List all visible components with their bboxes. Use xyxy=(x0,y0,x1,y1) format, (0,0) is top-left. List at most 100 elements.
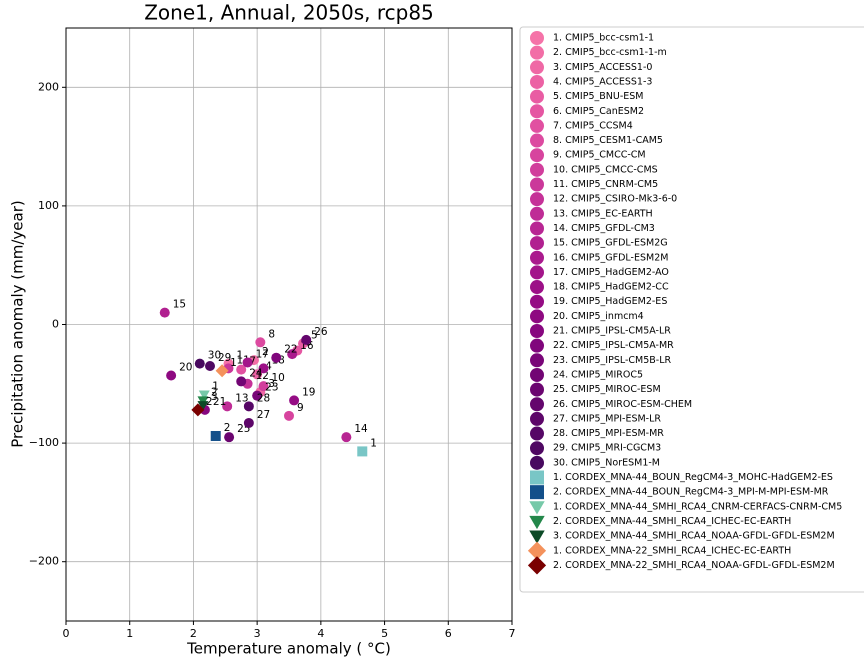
legend-label: 29. CMIP5_MRI-CGCM3 xyxy=(553,443,661,454)
point xyxy=(236,376,247,387)
point-label: 14 xyxy=(354,423,368,435)
y-tick-label: −100 xyxy=(29,436,59,449)
point-label: 22 xyxy=(284,344,297,356)
point-label: 29 xyxy=(218,352,231,364)
legend-marker xyxy=(527,541,547,560)
plot-frame xyxy=(65,27,513,622)
x-tick-label: 7 xyxy=(509,627,516,640)
legend-marker xyxy=(530,324,544,338)
x-tick-label: 4 xyxy=(317,627,324,640)
legend-marker xyxy=(530,133,544,148)
point-label: 27 xyxy=(257,409,270,421)
legend-label: 1. CORDEX_MNA-44_SMHI_RCA4_CNRM-CERFACS-… xyxy=(553,501,842,512)
legend-label: 1. CORDEX_MNA-22_SMHI_RCA4_ICHEC-EC-EART… xyxy=(553,545,791,556)
x-tick-label: 3 xyxy=(254,627,261,640)
legend-label: 13. CMIP5_EC-EARTH xyxy=(553,208,653,219)
point xyxy=(236,364,247,375)
legend-marker xyxy=(530,280,544,295)
point-label: 30 xyxy=(208,350,221,362)
point xyxy=(159,307,170,318)
point xyxy=(243,401,254,412)
x-axis-label: Temperature anomaly ( °C) xyxy=(186,640,391,658)
y-tick-label: 0 xyxy=(52,318,59,331)
legend-marker xyxy=(530,441,544,456)
legend-label: 24. CMIP5_MIROC5 xyxy=(553,369,643,380)
point-label: 2 xyxy=(224,422,231,434)
point xyxy=(194,358,205,369)
point-label: 28 xyxy=(257,392,270,404)
point xyxy=(166,370,177,381)
point xyxy=(284,410,294,421)
legend-label: 30. CMIP5_NorESM1-M xyxy=(553,457,660,468)
point-label: 24 xyxy=(249,367,263,379)
legend-marker xyxy=(530,411,544,426)
legend-label: 22. CMIP5_IPSL-CM5A-MR xyxy=(553,340,674,351)
legend-marker xyxy=(530,177,544,192)
legend-label: 28. CMIP5_MPI-ESM-MR xyxy=(553,428,664,439)
point xyxy=(255,337,266,348)
legend-marker xyxy=(530,74,544,89)
legend-marker xyxy=(530,236,544,251)
point xyxy=(198,390,210,400)
point-label: 2 xyxy=(262,346,269,358)
point xyxy=(301,334,312,345)
legend-marker xyxy=(530,192,544,207)
point xyxy=(222,401,233,412)
legend-label: 9. CMIP5_CMCC-CM xyxy=(553,150,646,161)
point-label: 4 xyxy=(265,360,272,372)
legend-label: 5. CMIP5_BNU-ESM xyxy=(553,91,643,102)
legend-marker xyxy=(530,397,544,412)
point-label: 3 xyxy=(268,378,275,390)
legend-label: 25. CMIP5_MIROC-ESM xyxy=(553,384,661,395)
legend-marker xyxy=(530,367,544,382)
legend-label: 19. CMIP5_HadGEM2-ES xyxy=(553,296,667,307)
point-label: 19 xyxy=(302,386,315,398)
legend-marker xyxy=(530,89,544,104)
point-label: 2 xyxy=(211,386,218,398)
y-tick-label: 200 xyxy=(38,80,59,93)
chart-title: Zone1, Annual, 2050s, rcp85 xyxy=(144,1,434,25)
legend-marker xyxy=(530,309,544,324)
legend-marker xyxy=(530,148,544,163)
legend-marker xyxy=(530,265,544,280)
x-tick-label: 2 xyxy=(190,627,197,640)
legend-marker xyxy=(530,470,544,485)
legend-marker xyxy=(530,60,544,75)
legend-label: 11. CMIP5_CNRM-CM5 xyxy=(553,179,658,190)
point xyxy=(191,403,205,417)
point-label: 23 xyxy=(265,382,278,394)
y-tick-label: −200 xyxy=(29,555,59,568)
legend-label: 18. CMIP5_HadGEM2-CC xyxy=(553,282,669,293)
legend-marker xyxy=(530,250,544,265)
legend-label: 8. CMIP5_CESM1-CAM5 xyxy=(553,135,663,146)
x-tick-label: 1 xyxy=(126,627,133,640)
point-label: 20 xyxy=(179,361,192,373)
legend-marker xyxy=(530,221,544,236)
point-label: 8 xyxy=(268,328,275,340)
point-label: 10 xyxy=(272,372,285,384)
legend-marker xyxy=(529,501,545,515)
point-label: 15 xyxy=(173,299,186,311)
legend-label: 1. CMIP5_bcc-csm1-1 xyxy=(553,33,654,44)
legend-marker xyxy=(530,338,544,353)
point xyxy=(210,430,221,441)
legend-marker xyxy=(529,515,545,530)
legend-marker xyxy=(530,104,544,119)
legend-label: 3. CMIP5_ACCESS1-0 xyxy=(553,62,652,73)
x-tick-label: 5 xyxy=(381,627,388,640)
point xyxy=(341,432,352,443)
point-label: 2 xyxy=(206,396,213,408)
legend-marker xyxy=(530,382,544,397)
legend-label: 12. CMIP5_CSIRO-Mk3-6-0 xyxy=(553,194,677,205)
legend-marker xyxy=(530,294,544,309)
legend-label: 2. CORDEX_MNA-44_BOUN_RegCM4-3_MPI-M-MPI… xyxy=(553,487,829,498)
legend-label: 4. CMIP5_ACCESS1-3 xyxy=(553,76,652,87)
point xyxy=(204,361,215,372)
point xyxy=(224,432,235,443)
legend-marker xyxy=(530,206,544,221)
legend-label: 2. CORDEX_MNA-44_SMHI_RCA4_ICHEC-EC-EART… xyxy=(553,516,791,527)
x-tick-label: 0 xyxy=(63,627,70,640)
legend-box xyxy=(519,26,864,593)
